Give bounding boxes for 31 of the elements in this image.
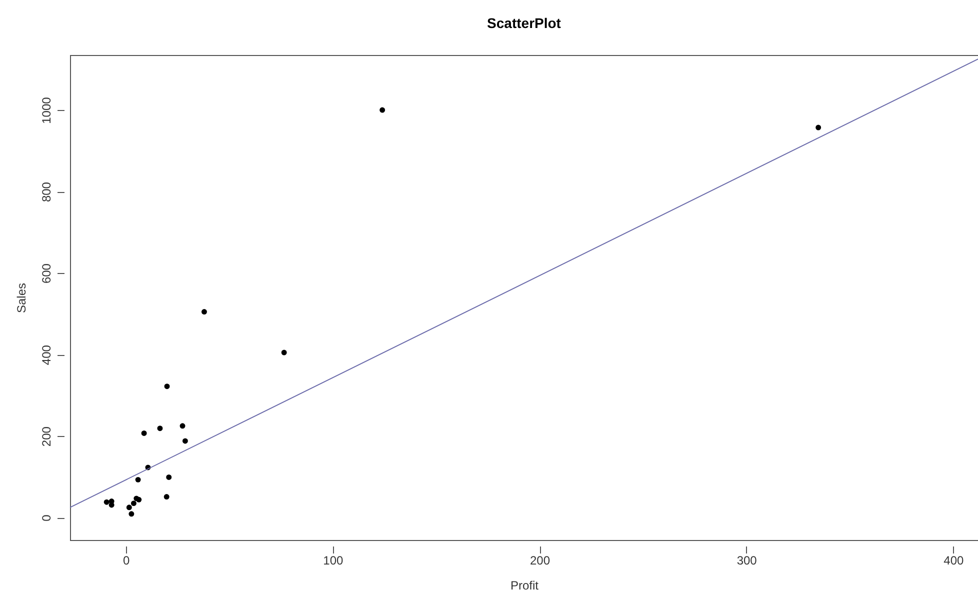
point: [182, 438, 188, 444]
y-tick-label: 200: [40, 426, 54, 447]
x-tick-label: 400: [944, 554, 964, 568]
point: [180, 423, 186, 429]
point: [104, 499, 110, 505]
x-tick-label: 300: [736, 554, 758, 568]
point: [136, 496, 142, 502]
point: [380, 107, 386, 113]
point: [128, 511, 134, 517]
point: [166, 474, 172, 480]
y-tick-label: 0: [40, 514, 54, 522]
chart-title: ScatterPlot: [487, 15, 562, 31]
point: [126, 504, 132, 510]
point: [816, 124, 822, 130]
x-tick-label: 100: [323, 554, 344, 568]
x-tick-label: 0: [123, 554, 130, 568]
x-tick-label: 200: [530, 554, 550, 568]
point: [164, 384, 170, 390]
y-tick-label: 400: [40, 344, 54, 366]
x-axis-title: Profit: [510, 578, 540, 592]
point: [201, 309, 207, 314]
y-tick-label: 1000: [40, 96, 54, 124]
point: [130, 500, 136, 506]
point: [141, 430, 147, 436]
point: [164, 494, 170, 500]
point: [157, 426, 163, 432]
point: [281, 350, 287, 356]
y-axis-title: Sales: [14, 282, 28, 314]
y-tick-label: 600: [40, 263, 54, 284]
point: [135, 476, 141, 482]
y-tick-label: 800: [40, 182, 54, 202]
